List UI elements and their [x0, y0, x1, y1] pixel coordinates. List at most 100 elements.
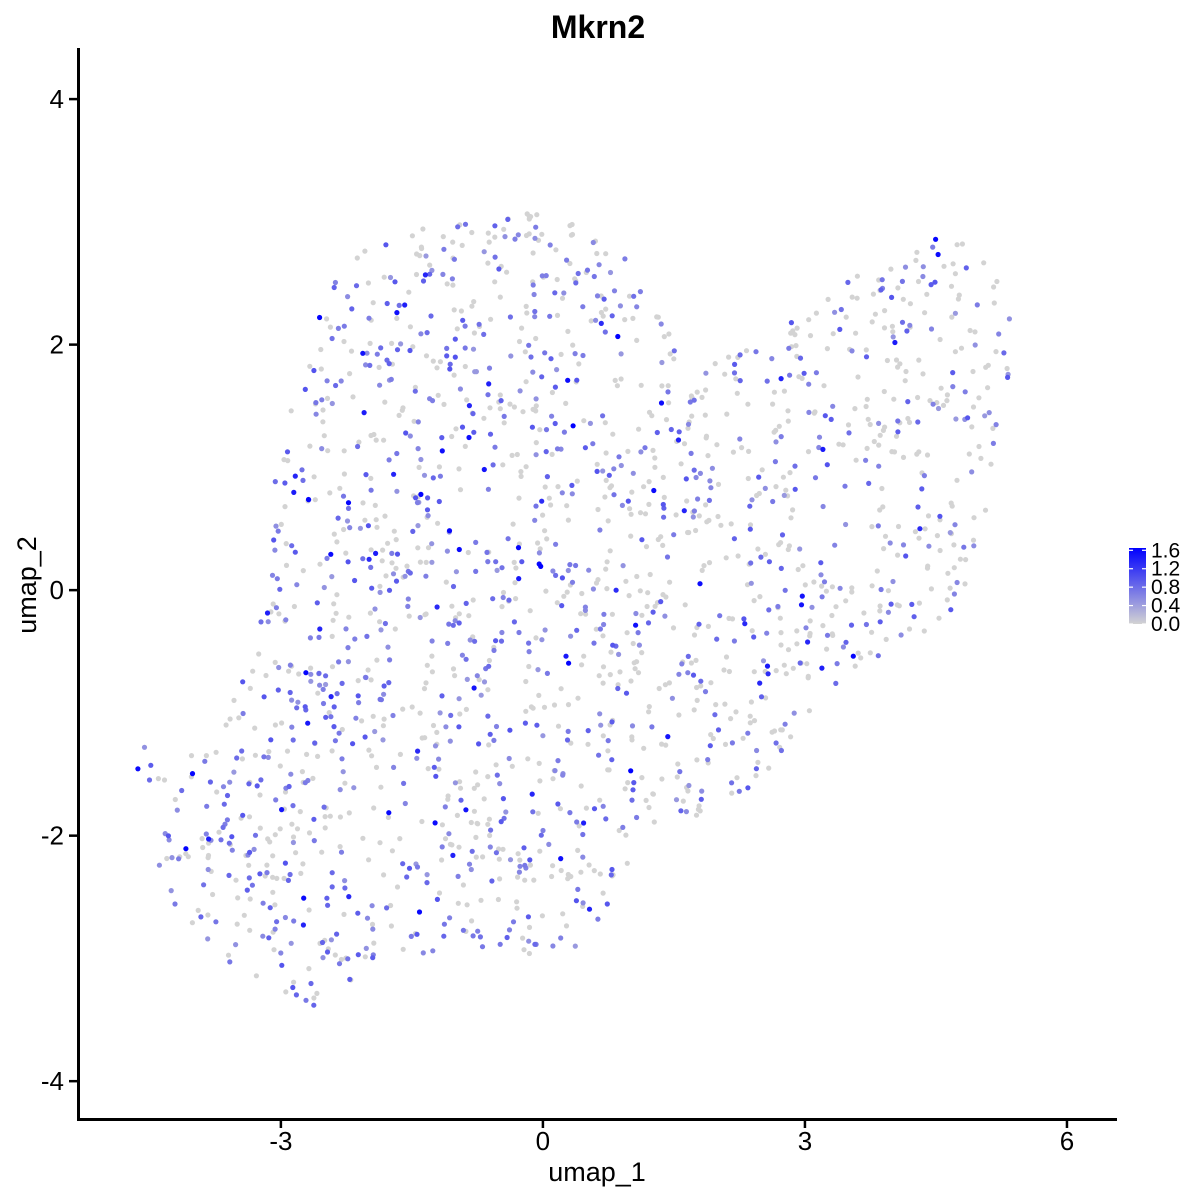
cell-point: [391, 764, 397, 771]
cell-point: [148, 762, 154, 768]
cell-point: [275, 528, 281, 534]
cell-point: [264, 870, 270, 876]
cell-point: [261, 754, 267, 760]
cell-point: [628, 533, 634, 539]
cell-point: [821, 383, 827, 389]
cell-point: [613, 587, 619, 593]
cell-point: [755, 546, 761, 552]
cell-point: [526, 640, 532, 646]
cell-point: [849, 294, 855, 300]
cell-point: [240, 710, 246, 717]
cell-point: [345, 294, 351, 300]
cell-point: [729, 780, 735, 786]
colorbar-tick-label: 0.0: [1151, 613, 1180, 636]
cell-point: [764, 663, 771, 669]
cell-point: [596, 752, 602, 758]
cell-point: [816, 434, 823, 440]
cell-point: [685, 529, 691, 536]
cell-point: [554, 367, 560, 373]
cell-point: [845, 279, 851, 285]
cell-point: [634, 337, 640, 343]
cell-point: [393, 537, 399, 543]
cell-point: [668, 426, 674, 433]
cell-point: [434, 604, 440, 610]
cell-point: [514, 451, 520, 458]
cell-point: [397, 751, 403, 758]
cell-point: [319, 849, 325, 855]
cell-point: [771, 389, 778, 395]
cell-point: [447, 361, 453, 367]
cell-point: [530, 250, 536, 256]
cell-point: [373, 517, 379, 523]
cell-point: [381, 716, 387, 722]
cell-point: [493, 723, 500, 730]
cell-point: [400, 706, 406, 712]
cell-point: [925, 513, 932, 519]
cell-point: [523, 379, 529, 385]
cell-point: [453, 426, 459, 432]
cell-point: [912, 529, 919, 535]
cell-point: [660, 474, 666, 480]
cell-point: [559, 575, 566, 581]
cell-point: [469, 918, 475, 924]
cell-point: [377, 589, 383, 596]
cell-point: [778, 565, 784, 572]
cell-point: [877, 432, 883, 438]
cell-point: [250, 668, 256, 674]
cell-point: [563, 923, 570, 929]
cell-point: [492, 254, 498, 260]
cell-point: [567, 260, 573, 267]
cell-point: [724, 411, 730, 417]
cell-point: [637, 588, 643, 594]
cell-point: [819, 594, 825, 600]
cell-point: [881, 388, 887, 395]
cell-point: [795, 566, 801, 573]
cell-point: [341, 338, 347, 345]
cell-point: [450, 583, 457, 590]
cell-point: [569, 579, 576, 585]
cell-point: [631, 293, 637, 299]
cell-point: [391, 471, 397, 477]
cell-point: [754, 747, 760, 754]
cell-point: [990, 425, 996, 431]
cell-point: [509, 763, 515, 769]
cell-point: [959, 241, 966, 247]
cell-point: [803, 625, 809, 631]
cell-point: [819, 583, 825, 589]
cell-point: [497, 876, 503, 882]
cell-point: [434, 365, 440, 371]
cell-point: [683, 476, 689, 482]
x-axis-title: umap_1: [548, 1157, 646, 1187]
cell-point: [963, 265, 969, 271]
cell-point: [699, 394, 705, 400]
cell-point: [534, 722, 540, 728]
cell-point: [555, 758, 561, 764]
cell-point: [457, 779, 463, 785]
cell-point: [383, 242, 389, 248]
cell-point: [579, 662, 585, 668]
cell-point: [513, 565, 519, 571]
cell-point: [341, 471, 347, 477]
cell-point: [581, 653, 587, 659]
cell-point: [590, 239, 596, 246]
cell-point: [485, 260, 491, 266]
cell-point: [909, 601, 915, 608]
cell-point: [954, 579, 960, 586]
cell-point: [554, 276, 560, 283]
cell-point: [450, 282, 456, 288]
cell-point: [531, 291, 537, 298]
cell-point: [770, 498, 776, 505]
cell-point: [431, 764, 437, 770]
cell-point: [341, 448, 347, 454]
cell-point: [930, 401, 936, 407]
cell-point: [336, 961, 343, 967]
cell-point: [550, 863, 556, 869]
cell-point: [451, 372, 457, 378]
cell-point: [383, 573, 389, 579]
cell-point: [581, 418, 587, 424]
cell-point: [377, 619, 383, 625]
cell-point: [396, 302, 402, 308]
cell-point: [961, 544, 967, 550]
cell-point: [949, 314, 955, 320]
cell-point: [788, 515, 794, 521]
